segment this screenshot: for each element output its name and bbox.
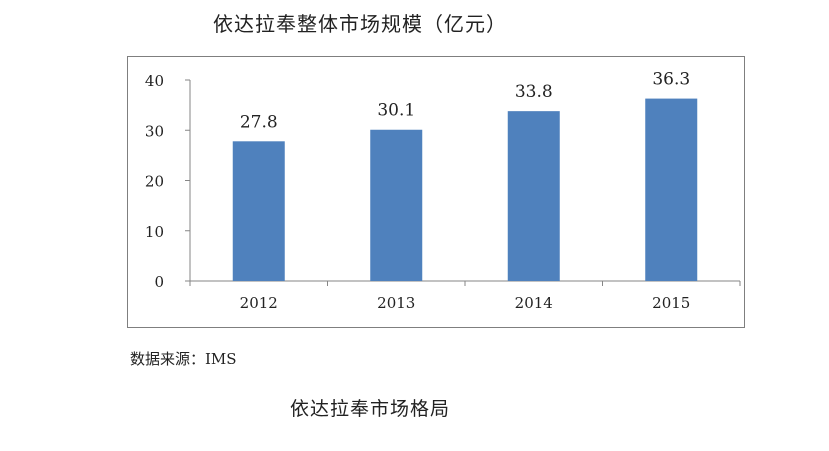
data-source-note: 数据来源：IMS [130,350,237,368]
y-tick-label: 10 [145,223,164,241]
x-tick-label: 2012 [240,294,278,312]
bar-2015 [645,98,698,281]
bar-2014 [507,111,560,281]
data-label: 33.8 [515,82,553,102]
bar-chart: 0 10 20 30 40 27.8 2012 30.1 2013 33.8 2014 36.3 201… [145,70,741,312]
x-tick-label: 2014 [515,294,553,312]
bar-2013 [370,129,423,281]
x-tick-label: 2013 [377,294,415,312]
figure-caption: 依达拉奉市场格局 [290,398,451,420]
chart-title: 依达拉奉整体市场规模（亿元） [213,12,507,36]
y-tick-label: 30 [145,122,164,140]
data-label: 27.8 [240,112,278,132]
chart-area: 0 10 20 30 40 27.8 2012 30.1 2013 33.8 2014 36.3 201… [127,56,745,328]
y-tick-label: 40 [145,72,164,90]
y-tick-label: 20 [145,173,164,191]
data-label: 36.3 [652,70,690,90]
y-tick-label: 0 [154,273,164,291]
x-tick-label: 2015 [652,294,690,312]
bar-2012 [232,141,285,281]
data-label: 30.1 [377,101,415,121]
